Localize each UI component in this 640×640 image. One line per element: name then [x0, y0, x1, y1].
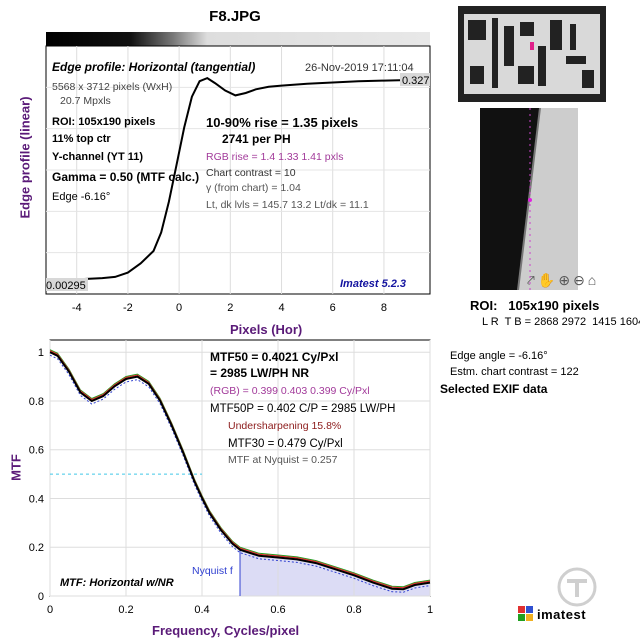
- zoom-in-icon[interactable]: ⊕: [558, 272, 571, 288]
- per-ph-text: 2741 per PH: [222, 132, 291, 146]
- gamma-text: Gamma = 0.50 (MTF calc.): [52, 170, 199, 184]
- mtf-legend: MTF: Horizontal w/NR: [60, 577, 174, 589]
- mtf30-text: MTF30 = 0.479 Cy/Pxl: [228, 438, 343, 450]
- roi-preview-image: [480, 108, 578, 290]
- mtf-y-tick-label: 0.6: [29, 445, 44, 457]
- edge-angle: Edge angle = -6.16°: [450, 350, 548, 362]
- mtf-x-tick-label: 0: [47, 604, 53, 616]
- pan-hand-icon[interactable]: ✋: [537, 272, 556, 288]
- nyquist-label: Nyquist f: [192, 565, 233, 577]
- mtf-y-tick-label: 1: [38, 347, 44, 359]
- mtf-x-tick-label: 0.8: [346, 604, 361, 616]
- image-size: 5568 x 3712 pixels (WxH): [52, 81, 172, 93]
- edge-x-tick-label: -2: [123, 302, 133, 314]
- mtf-y-tick-label: 0.2: [29, 542, 44, 554]
- selected-exif-data[interactable]: Selected EXIF data: [440, 382, 548, 396]
- edge-grid: [46, 46, 430, 294]
- mtf-blue-curve: [49, 354, 431, 593]
- roi-title: ROI: 105x190 pixels: [470, 298, 600, 313]
- imatest-logo-text: imatest: [537, 606, 587, 622]
- edge-x-tick-label: 0: [176, 302, 182, 314]
- edge-profile-chart: -4 -2 0 2 4 6 8 0.327 0.00295 Edge profile: Ho…: [45, 32, 431, 314]
- mtf-y-tick-label: 0.8: [29, 396, 44, 408]
- mtf-chart: 0 0.2 0.4 0.6 0.8 1 0 0.2 0.4 0.6 0.8 1 MTF50 = 0.…: [29, 339, 433, 616]
- mtf-y-tick-label: 0: [38, 591, 44, 603]
- mtf50-text: MTF50 = 0.4021 Cy/Pxl: [210, 350, 338, 364]
- edge-angle-text: Edge -6.16°: [52, 191, 110, 203]
- mtf-xlabel: Frequency, Cycles/pixel: [152, 623, 300, 638]
- edge-x-tick-label: -4: [72, 302, 82, 314]
- gamma-chart-text: γ (from chart) = 1.04: [206, 182, 301, 194]
- chart-thumbnail[interactable]: [458, 6, 606, 102]
- min-label-box: [46, 278, 88, 291]
- imatest-logo-mark: [518, 606, 533, 621]
- home-icon[interactable]: ⌂: [587, 272, 597, 288]
- nyquist-region-fill: [240, 549, 430, 596]
- mtf-x-ticks: 0 0.2 0.4 0.6 0.8 1: [47, 604, 433, 616]
- max-label-box: [400, 73, 430, 86]
- tv-watermark-logo: [557, 567, 597, 607]
- zoom-out-icon[interactable]: ⊖: [573, 272, 585, 288]
- edge-x-ticks: -4 -2 0 2 4 6 8: [72, 302, 387, 314]
- levels-text: Lt, dk lvls = 145.7 13.2 Lt/dk = 11.1: [206, 199, 369, 211]
- roi-size: ROI: 105x190 pixels: [52, 116, 155, 128]
- edge-profile-curve: [45, 76, 430, 281]
- top-ctr: 11% top ctr: [52, 133, 111, 145]
- edge-gradient-strip: [46, 32, 430, 46]
- mtf50-lw-text: = 2985 LW/PH NR: [210, 366, 309, 380]
- imatest-logo: imatest: [518, 606, 586, 622]
- mtf-x-tick-label: 0.6: [270, 604, 285, 616]
- export-icon[interactable]: ⤤: [527, 272, 535, 288]
- mtf-x-tick-label: 0.4: [194, 604, 209, 616]
- mtf-x-tick-label: 1: [427, 604, 433, 616]
- roi-lrtb: L R T B = 2868 2972 1415 1604: [482, 316, 640, 328]
- axes-toolbar: ⤤ ✋ ⊕ ⊖ ⌂: [527, 272, 596, 289]
- rise-text: 10-90% rise = 1.35 pixels: [206, 115, 358, 130]
- mtf-y-ticks: 0 0.2 0.4 0.6 0.8 1: [29, 347, 44, 603]
- rgb-rise-text: RGB rise = 1.4 1.33 1.41 pxls: [206, 151, 343, 163]
- undersharpening-text: Undersharpening 15.8%: [228, 420, 341, 432]
- mtf-x-tick-label: 0.2: [118, 604, 133, 616]
- max-label: 0.327: [402, 75, 430, 87]
- edge-profile-xlabel: Pixels (Hor): [230, 322, 303, 337]
- mpxls: 20.7 Mpxls: [60, 95, 111, 107]
- estimated-chart-contrast: Estm. chart contrast = 122: [450, 366, 579, 378]
- edge-heading: Edge profile: Horizontal (tangential): [52, 60, 255, 74]
- roi-marker: [530, 42, 534, 50]
- imatest-version: Imatest 5.2.3: [340, 278, 406, 290]
- mtf-curve: [49, 351, 431, 591]
- edge-x-tick-label: 8: [381, 302, 387, 314]
- edge-x-tick-label: 2: [227, 302, 233, 314]
- mtf50p-text: MTF50P = 0.402 C/P = 2985 LW/PH: [210, 403, 395, 415]
- chart-contrast-text: Chart contrast = 10: [206, 167, 296, 179]
- rgb-mtf-text: (RGB) = 0.399 0.403 0.399 Cy/Pxl: [210, 385, 370, 397]
- mtf-nyquist-text: MTF at Nyquist = 0.257: [228, 454, 338, 466]
- mtf-y-tick-label: 0.4: [29, 493, 44, 505]
- edge-timestamp: 26-Nov-2019 17:11:04: [305, 62, 414, 74]
- figure-title: F8.JPG: [209, 8, 261, 25]
- min-label: 0.00295: [46, 280, 86, 292]
- edge-x-tick-label: 4: [278, 302, 284, 314]
- edge-x-tick-label: 6: [330, 302, 336, 314]
- y-channel: Y-channel (YT 11): [52, 151, 143, 163]
- mtf-grid: [49, 340, 431, 597]
